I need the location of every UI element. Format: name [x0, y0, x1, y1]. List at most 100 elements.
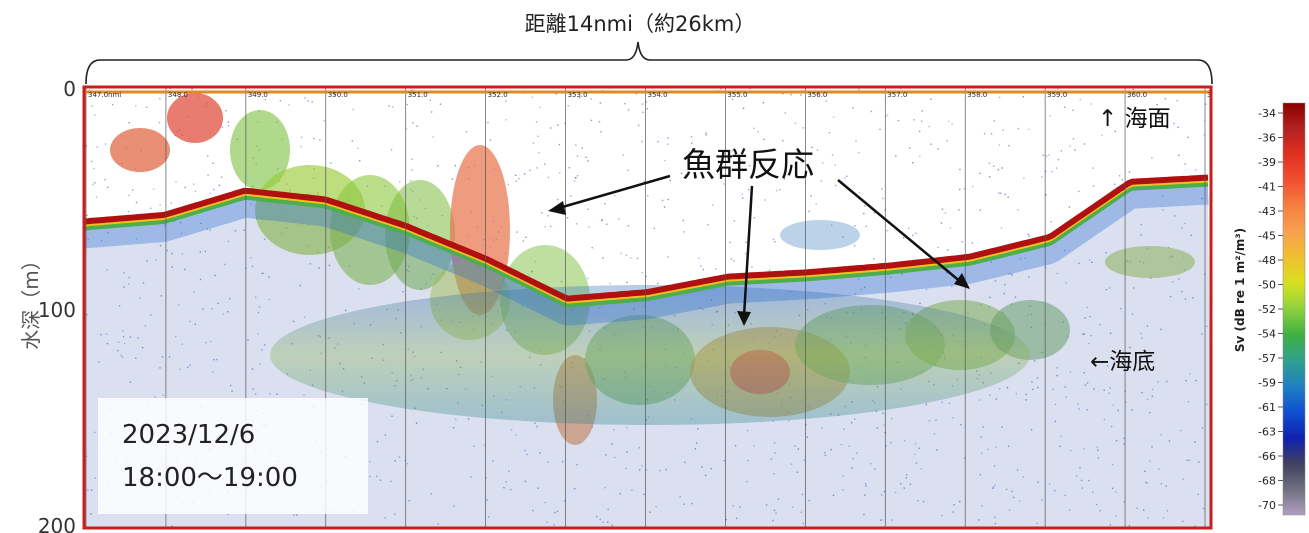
noise-speck	[1160, 483, 1163, 485]
noise-speck	[653, 227, 655, 230]
noise-speck	[508, 470, 510, 472]
noise-speck	[100, 240, 103, 242]
noise-speck	[194, 190, 197, 192]
noise-speck	[1089, 315, 1091, 318]
fish-arrowhead-3	[954, 273, 970, 289]
noise-speck	[1056, 272, 1059, 275]
noise-speck	[398, 456, 401, 458]
noise-speck	[181, 343, 183, 345]
noise-speck	[91, 105, 93, 107]
noise-speck	[998, 192, 1000, 194]
noise-speck	[914, 443, 917, 445]
noise-speck	[784, 112, 786, 114]
noise-speck	[1158, 119, 1161, 121]
noise-speck	[641, 103, 644, 105]
noise-speck	[1182, 520, 1184, 522]
noise-speck	[1019, 258, 1022, 260]
noise-speck	[556, 510, 559, 513]
noise-speck	[952, 511, 954, 513]
noise-speck	[958, 209, 960, 211]
noise-speck	[846, 175, 848, 177]
noise-speck	[602, 257, 604, 259]
noise-speck	[107, 231, 109, 234]
noise-speck	[207, 155, 209, 157]
noise-speck	[981, 505, 983, 507]
noise-speck	[522, 240, 525, 242]
noise-speck	[830, 448, 832, 451]
noise-speck	[159, 98, 161, 100]
noise-speck	[135, 201, 138, 204]
noise-speck	[1054, 403, 1057, 406]
noise-speck	[546, 521, 548, 523]
noise-speck	[264, 98, 267, 101]
noise-speck	[843, 428, 845, 430]
colorbar-tick-label: -54	[1258, 328, 1276, 341]
noise-speck	[649, 511, 651, 513]
noise-speck	[614, 456, 616, 459]
noise-speck	[344, 309, 347, 312]
noise-speck	[858, 152, 860, 154]
noise-speck	[1184, 298, 1187, 300]
noise-speck	[611, 524, 613, 527]
noise-speck	[853, 245, 856, 247]
noise-speck	[1117, 409, 1119, 412]
noise-speck	[276, 393, 278, 395]
noise-speck	[915, 462, 918, 464]
noise-speck	[118, 341, 120, 343]
noise-speck	[1177, 126, 1179, 128]
noise-speck	[900, 483, 902, 485]
noise-speck	[881, 519, 883, 521]
noise-speck	[171, 266, 173, 268]
noise-speck	[1206, 403, 1208, 405]
noise-speck	[1030, 429, 1033, 431]
noise-speck	[104, 143, 107, 145]
noise-speck	[247, 339, 249, 341]
noise-speck	[168, 356, 171, 358]
noise-speck	[1017, 127, 1020, 130]
noise-speck	[979, 474, 982, 476]
noise-speck	[753, 127, 755, 129]
noise-speck	[1140, 234, 1142, 236]
noise-speck	[800, 94, 802, 96]
noise-speck	[613, 429, 615, 431]
noise-speck	[802, 127, 805, 129]
noise-speck	[154, 396, 156, 398]
noise-speck	[1028, 128, 1030, 131]
noise-speck	[894, 491, 897, 494]
noise-speck	[170, 202, 173, 204]
noise-speck	[319, 139, 321, 141]
noise-speck	[747, 189, 750, 191]
colorbar-tick-label: -50	[1258, 279, 1276, 292]
noise-speck	[1157, 381, 1159, 383]
noise-speck	[234, 230, 237, 232]
noise-speck	[1185, 380, 1187, 382]
noise-speck	[627, 169, 629, 171]
noise-speck	[564, 122, 566, 125]
noise-speck	[1036, 522, 1038, 525]
noise-speck	[886, 230, 888, 232]
noise-speck	[1078, 190, 1080, 193]
noise-speck	[492, 460, 494, 462]
noise-speck	[1015, 392, 1017, 395]
noise-speck	[1108, 392, 1110, 394]
noise-speck	[535, 121, 538, 123]
noise-speck	[309, 263, 312, 265]
noise-speck	[206, 228, 209, 230]
noise-speck	[391, 106, 394, 108]
noise-speck	[411, 89, 413, 91]
noise-speck	[94, 477, 96, 479]
noise-speck	[118, 305, 121, 307]
noise-speck	[263, 238, 266, 241]
noise-speck	[1178, 154, 1180, 157]
noise-speck	[1056, 367, 1058, 369]
noise-speck	[587, 208, 589, 210]
noise-speck	[698, 257, 700, 259]
noise-speck	[870, 463, 872, 465]
noise-speck	[1081, 487, 1083, 489]
noise-speck	[1203, 134, 1206, 136]
fish-arrowhead-1	[548, 201, 566, 215]
noise-speck	[1000, 192, 1002, 194]
noise-speck	[175, 181, 177, 183]
noise-speck	[1123, 443, 1125, 445]
noise-speck	[618, 218, 620, 220]
